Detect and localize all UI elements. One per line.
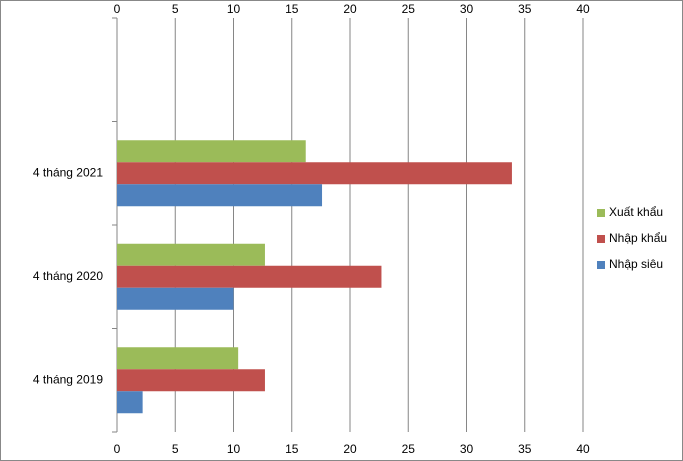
x-tick-label: 0 [114,442,121,456]
x-tick-label: 35 [518,2,532,16]
x-tick-label: 5 [172,2,179,16]
x-tick-label: 40 [576,2,590,16]
legend-swatch [597,235,605,243]
bar [117,184,323,207]
legend-label: Nhập siêu [609,257,663,271]
x-tick-label: 10 [227,442,241,456]
y-tick-label: 4 tháng 2020 [33,269,103,283]
x-tick-label: 20 [343,2,357,16]
x-tick-label: 30 [460,2,474,16]
x-tick-label: 30 [460,442,474,456]
y-tick-label: 4 tháng 2021 [33,165,103,179]
x-tick-label: 35 [518,442,532,456]
bar [117,162,512,185]
x-tick-label: 40 [576,442,590,456]
x-tick-label: 15 [285,2,299,16]
bar [117,287,234,310]
legend-swatch [597,209,605,217]
bar [117,347,239,370]
legend-swatch [597,261,605,269]
y-tick-label: 4 tháng 2019 [33,372,103,386]
legend-label: Xuất khẩu [609,205,663,219]
x-tick-label: 15 [285,442,299,456]
bar [117,265,382,288]
bar [117,369,265,392]
x-tick-label: 20 [343,442,357,456]
x-tick-label: 0 [114,2,121,16]
bar [117,243,265,266]
legend-label: Nhập khẩu [609,231,667,245]
x-tick-label: 25 [402,442,416,456]
x-tick-label: 25 [402,2,416,16]
bar [117,391,143,414]
bar [117,140,306,163]
x-tick-label: 10 [227,2,241,16]
x-tick-label: 5 [172,442,179,456]
